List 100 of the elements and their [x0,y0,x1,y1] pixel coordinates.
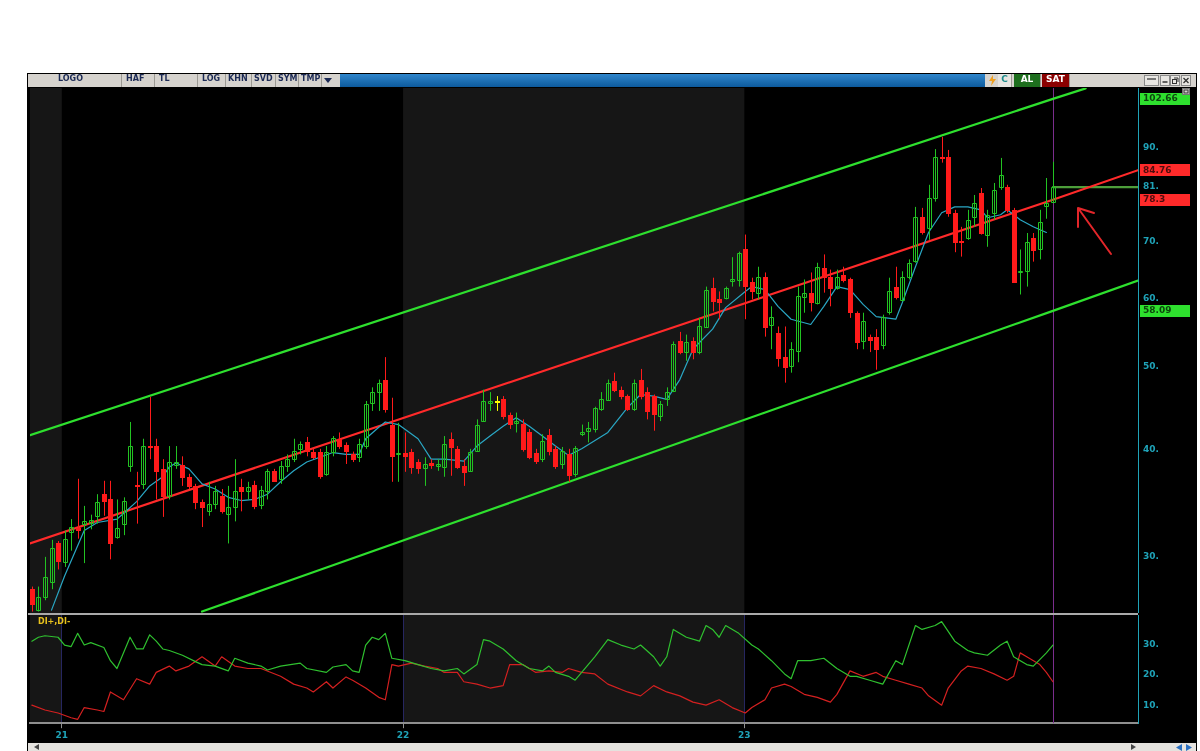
candlestick [815,262,820,305]
candlestick [239,478,244,512]
candlestick [907,258,912,280]
toolbar-button: SYM [276,74,299,87]
candlestick [252,480,257,510]
candlestick [141,438,146,490]
y-tick-label: 60. [1143,293,1159,304]
y-tick-label: 78.3 [1143,194,1166,205]
y-tick-label: 20. [1143,669,1159,680]
candlestick [220,488,225,515]
candlestick [612,372,617,393]
candlestick [913,206,918,264]
candlestick [678,331,683,355]
candlestick [292,438,297,463]
candlestick [370,386,375,412]
candlestick [999,157,1004,191]
toolbar-button: TL [157,74,198,87]
candlestick [697,317,702,355]
candlestick [573,445,578,478]
chart-title: DI+,DI- [38,617,71,627]
y-tick-label: 84.76 [1143,164,1172,175]
candlestick [135,471,140,525]
candlestick [174,445,179,470]
candlestick [364,400,369,450]
candlestick [226,485,231,544]
candlestick [396,422,401,483]
candlestick [691,336,696,360]
candlestick [69,518,74,552]
candlestick [756,266,761,300]
candlestick [606,379,611,402]
y-tick-label: 58.09 [1143,305,1172,316]
candlestick [167,445,172,500]
y-tick-label: 30. [1143,639,1159,650]
candlestick [992,182,997,221]
candlestick [730,256,735,288]
candlestick [1031,232,1036,263]
toolbar-button: AL [1014,74,1041,87]
candlestick [115,498,120,540]
y-tick-label: 90. [1143,142,1159,153]
candlestick [658,400,663,422]
x-tick-label: 21 [55,729,69,740]
candlestick [514,412,519,433]
candlestick [377,379,382,412]
candlestick [63,530,68,568]
y-tick-label: 102.66 [1143,93,1178,104]
candlestick [233,458,238,522]
x-tick-label: 22 [396,729,410,740]
candlestick [560,446,565,470]
toolbar-button: SAT [1042,74,1070,87]
candlestick [540,433,545,463]
candlestick [783,325,788,384]
candlestick [861,312,866,350]
candlestick [200,498,205,528]
candlestick [567,448,572,483]
toolbar-button: C [998,74,1012,87]
y-tick-label: 10. [1143,699,1159,710]
candlestick [30,586,35,613]
candlestick [324,445,329,477]
y-tick-label: 81. [1143,181,1159,192]
toolbar-button: HAF [124,74,155,87]
candlestick [809,271,814,312]
candlestick [671,340,676,393]
candlestick [835,269,840,291]
candlestick [501,395,506,420]
candlestick [704,286,709,328]
candlestick [95,493,100,525]
candlestick [632,379,637,412]
candlestick [36,586,41,613]
y-tick-label: 40. [1143,444,1159,455]
toolbar-button: SVD [252,74,276,87]
candlestick [50,539,55,590]
y-tick-label: 30. [1143,551,1159,562]
candlestick [122,496,127,536]
candlestick [468,448,473,473]
candlestick [449,431,454,477]
y-tick-label: 50. [1143,361,1159,372]
candlestick [1005,184,1010,214]
candlestick [455,445,460,470]
y-tick-label: 70. [1143,235,1159,246]
candlestick [966,209,971,241]
candlestick [586,421,591,443]
toolbar-button: KHN [226,74,252,87]
candlestick [423,456,428,487]
candlestick [128,421,133,473]
candlestick [305,436,310,457]
candlestick [475,418,480,453]
candlestick [985,209,990,248]
candlestick [462,458,467,487]
toolbar-button: LOG [200,74,226,87]
toolbar-button: LOGO [56,74,122,87]
candlestick [920,207,925,236]
candlestick [43,556,48,601]
candlestick [82,505,87,564]
candlestick [789,341,794,374]
candlestick [665,386,670,407]
candlestick [894,266,899,300]
candlestick [737,251,742,288]
candlestick [1051,161,1056,204]
candlestick [1038,209,1043,260]
candlestick [357,438,362,463]
